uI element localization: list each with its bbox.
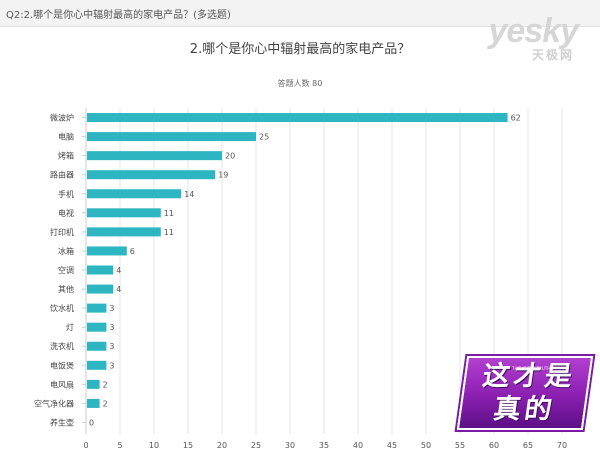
bar [87, 151, 222, 161]
category-label: 养生壶 [50, 417, 74, 427]
chart-subtitle: 答题人数 80 [277, 79, 323, 88]
value-label: 3 [109, 361, 114, 370]
category-label: 打印机 [50, 227, 74, 237]
question-text: Q2:2.哪个是你心中辐射最高的家电产品？(多选题) [6, 10, 231, 21]
bar [87, 398, 100, 408]
x-tick-label: 65 [523, 441, 533, 450]
category-label: 电脑 [58, 132, 74, 142]
category-label: 灯 [66, 322, 74, 332]
bar [87, 132, 256, 142]
category-label: 其他 [58, 284, 74, 294]
x-tick-label: 60 [489, 441, 499, 450]
value-label: 11 [164, 209, 174, 218]
x-tick-label: 10 [149, 441, 159, 450]
category-label: 路由器 [50, 170, 74, 180]
x-tick-label: 55 [455, 441, 465, 450]
category-label: 电视 [58, 208, 74, 218]
value-label: 11 [164, 228, 174, 237]
value-label: 6 [130, 247, 135, 256]
yesky-watermark: yesky 天极网 [488, 12, 579, 63]
x-tick-label: 25 [251, 441, 261, 450]
value-label: 19 [218, 171, 228, 180]
chart-title: 2.哪个是你心中辐射最高的家电产品？ [189, 42, 411, 57]
truth-stamp-logo: 这才是真的 THIS IS THE TRUTH [456, 356, 594, 430]
bar [87, 170, 216, 180]
x-tick-label: 70 [557, 441, 567, 450]
bar [87, 284, 114, 294]
category-label: 饮水机 [50, 303, 74, 313]
stamp-english: THIS IS THE TRUTH [512, 366, 551, 371]
bar [87, 113, 508, 123]
category-label: 烤箱 [58, 151, 74, 161]
category-label: 微波炉 [50, 113, 74, 123]
x-tick-label: 30 [285, 441, 295, 450]
bar [87, 379, 100, 389]
stamp-char: 的 [522, 394, 554, 425]
bar [87, 208, 161, 218]
category-label: 手机 [58, 189, 74, 199]
x-tick-label: 0 [83, 441, 88, 450]
value-label: 62 [511, 114, 521, 123]
x-tick-label: 40 [353, 441, 363, 450]
bar [87, 246, 127, 256]
category-label: 电饭煲 [50, 360, 74, 370]
bar [87, 189, 182, 199]
stamp-char: 这 [480, 361, 512, 392]
watermark-logo: yesky [488, 12, 579, 50]
category-label: 空调 [58, 265, 74, 275]
value-label: 2 [103, 399, 108, 408]
bar [87, 341, 107, 351]
category-label: 冰箱 [58, 246, 74, 256]
x-tick-label: 15 [183, 441, 193, 450]
watermark-subtitle: 天极网 [531, 48, 574, 62]
bar [87, 322, 107, 332]
question-header: Q2:2.哪个是你心中辐射最高的家电产品？(多选题) [0, 0, 600, 27]
value-label: 4 [116, 266, 121, 275]
value-label: 4 [116, 285, 121, 294]
category-label: 电风扇 [50, 379, 74, 389]
x-tick-label: 50 [421, 441, 431, 450]
value-label: 14 [184, 190, 194, 199]
stamp-char: 真 [491, 394, 523, 425]
value-label: 25 [259, 133, 269, 142]
x-tick-label: 5 [117, 441, 122, 450]
x-tick-label: 35 [319, 441, 329, 450]
value-label: 0 [89, 418, 94, 427]
bar [87, 265, 114, 275]
category-label: 空气净化器 [34, 398, 74, 408]
value-label: 3 [109, 323, 114, 332]
bar [87, 360, 107, 370]
value-label: 3 [109, 304, 114, 313]
value-label: 3 [109, 342, 114, 351]
value-label: 2 [103, 380, 108, 389]
x-tick-label: 45 [387, 441, 397, 450]
x-tick-label: 20 [217, 441, 227, 450]
category-label: 洗衣机 [50, 341, 74, 351]
bar [87, 303, 107, 313]
value-label: 20 [225, 152, 235, 161]
bar [87, 227, 161, 237]
